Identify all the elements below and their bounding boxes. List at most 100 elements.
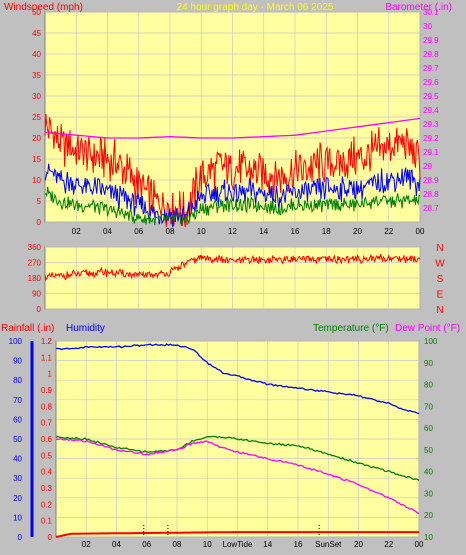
compass-label: S <box>437 274 444 285</box>
temperature-series <box>55 343 420 538</box>
temperature-x-tick: 16 <box>294 540 303 549</box>
wind-x-tick: 14 <box>259 227 268 236</box>
rain-y-tick: 1.1 <box>41 353 53 362</box>
rain-y-ticks: 0 0.1 0.2 0.3 0.4 0.5 0.6 0.7 0.8 0.9 1 1.1 1.2 <box>41 337 53 542</box>
temperature-y-tick: 60 <box>424 424 433 433</box>
barometer-y-tick: 30.1 <box>423 8 439 17</box>
humidity-axis-label: Humidity <box>66 323 105 334</box>
barometer-y-tick: 29.3 <box>423 120 439 129</box>
rainfall-in-line <box>55 531 419 538</box>
wind-y-tick: 45 <box>32 29 41 38</box>
wind-low-line <box>44 186 421 226</box>
temperature-x-ticks: 02 04 06 08 10 LowTide 14 16 SunSet 20 22 00 <box>82 540 424 549</box>
wind-gust-line <box>44 114 421 228</box>
rain-y-tick: 1.2 <box>41 337 53 346</box>
humidity-y-tick: 10 <box>13 513 22 522</box>
temperature-x-tick: 22 <box>384 540 393 549</box>
humidity-y-tick: 0 <box>18 533 23 542</box>
wind-x-tick: 20 <box>353 227 362 236</box>
direction-y-tick: 360 <box>28 243 42 252</box>
graph-title: 24 hour graph day - March 06 2025 <box>177 2 334 13</box>
temperature-y-tick: 80 <box>424 381 433 390</box>
barometer-y-tick: 29.7 <box>423 64 439 73</box>
wind-x-ticks: 02 04 06 08 10 12 14 16 18 20 22 00 <box>72 227 425 236</box>
temperature-x-tick: 20 <box>354 540 363 549</box>
compass-label: N <box>436 243 443 254</box>
rain-y-tick: 0.4 <box>41 468 53 477</box>
barometer-y-right-ticks: 28.7 28.8 28.9 29 29.1 29.2 29.3 29.4 29.5 29.6 29… <box>423 8 439 213</box>
wind-y-tick: 50 <box>32 8 41 17</box>
temperature-x-tick: 10 <box>203 540 212 549</box>
temperature-y-tick: 50 <box>424 446 433 455</box>
dewpoint-axis-label: Dew Point (°F) <box>395 323 460 334</box>
temperature-y-tick: 90 <box>424 359 433 368</box>
compass-label: E <box>437 290 444 301</box>
barometer-y-tick: 29.2 <box>423 134 439 143</box>
humidity-y-tick: 60 <box>13 415 22 424</box>
rain-y-tick: 0.6 <box>41 435 53 444</box>
temperature-y-tick: 10 <box>424 533 433 542</box>
wind-y-tick: 15 <box>32 155 41 164</box>
wind-y-tick: 35 <box>32 71 41 80</box>
rain-y-tick: 0.7 <box>41 419 53 428</box>
wind-y-tick: 10 <box>32 176 41 185</box>
barometer-y-tick: 30 <box>423 22 432 31</box>
temperature-y-ticks: 10 20 30 40 50 60 70 80 90 100 <box>424 337 438 542</box>
temperature-y-tick: 20 <box>424 511 433 520</box>
barometer-y-tick: 29.4 <box>423 106 439 115</box>
temperature-x-tick: SunSet <box>315 540 342 549</box>
wind-y-tick: 40 <box>32 50 41 59</box>
rain-y-tick: 0.1 <box>41 517 53 526</box>
wind-x-tick: 18 <box>322 227 331 236</box>
rain-y-tick: 0.9 <box>41 386 53 395</box>
temperature-y-tick: 30 <box>424 489 433 498</box>
temperature-y-tick: 70 <box>424 402 433 411</box>
temperature-y-tick: 100 <box>424 337 438 346</box>
wind-x-tick: 02 <box>72 227 81 236</box>
wind-y-tick: 25 <box>32 113 41 122</box>
wind-x-tick: 04 <box>103 227 112 236</box>
rain-y-tick: 0.5 <box>41 451 53 460</box>
barometer-y-tick: 29.9 <box>423 36 439 45</box>
humidity-y-tick: 20 <box>13 494 22 503</box>
barometer-y-tick: 28.7 <box>423 204 439 213</box>
humidity-line <box>56 343 420 415</box>
rain-y-tick: 0.2 <box>41 500 53 509</box>
wind-series <box>44 114 421 228</box>
temperature-axis-label: Temperature (°F) <box>313 323 389 334</box>
direction-series <box>44 253 421 281</box>
humidity-y-tick: 100 <box>9 337 23 346</box>
wind-y-tick: 20 <box>32 134 41 143</box>
direction-y-tick: 270 <box>28 259 42 268</box>
wind-x-tick: 00 <box>416 227 425 236</box>
wind-y-tick: 5 <box>37 197 42 206</box>
humidity-y-tick: 90 <box>13 357 22 366</box>
barometer-y-tick: 28.9 <box>423 176 439 185</box>
rain-y-tick: 0 <box>48 533 53 542</box>
humidity-y-tick: 50 <box>13 435 22 444</box>
wind-x-tick: 16 <box>291 227 300 236</box>
barometer-axis-label: Barometer (.in) <box>385 2 452 13</box>
wind-x-tick: 22 <box>384 227 393 236</box>
wind-x-tick: 12 <box>228 227 237 236</box>
wind-gridlines <box>45 11 421 223</box>
wind-direction-line <box>44 253 421 281</box>
rainfall-axis-label: Rainfall (.in) <box>1 323 54 334</box>
rain-y-tick: 1 <box>48 370 53 379</box>
temperature-x-tick: 04 <box>112 540 121 549</box>
direction-y-tick: 180 <box>28 274 42 283</box>
wind-y-left-ticks: 0 5 10 15 20 25 30 35 40 45 50 <box>32 8 41 227</box>
temperature-y-tick: 40 <box>424 468 433 477</box>
humidity-y-tick: 70 <box>13 396 22 405</box>
compass-label: W <box>435 259 445 270</box>
wind-x-tick: 10 <box>197 227 206 236</box>
rain-y-tick: 0.3 <box>41 484 53 493</box>
humidity-y-ticks: 0 10 20 30 40 50 60 70 80 90 100 <box>9 337 23 542</box>
barometer-y-tick: 29.1 <box>423 148 439 157</box>
barometer-y-tick: 28.8 <box>423 190 439 199</box>
barometer-y-tick: 29 <box>423 162 432 171</box>
temperature-x-tick: 00 <box>415 540 424 549</box>
wind-x-tick: 08 <box>166 227 175 236</box>
direction-y-tick: 0 <box>37 305 42 314</box>
